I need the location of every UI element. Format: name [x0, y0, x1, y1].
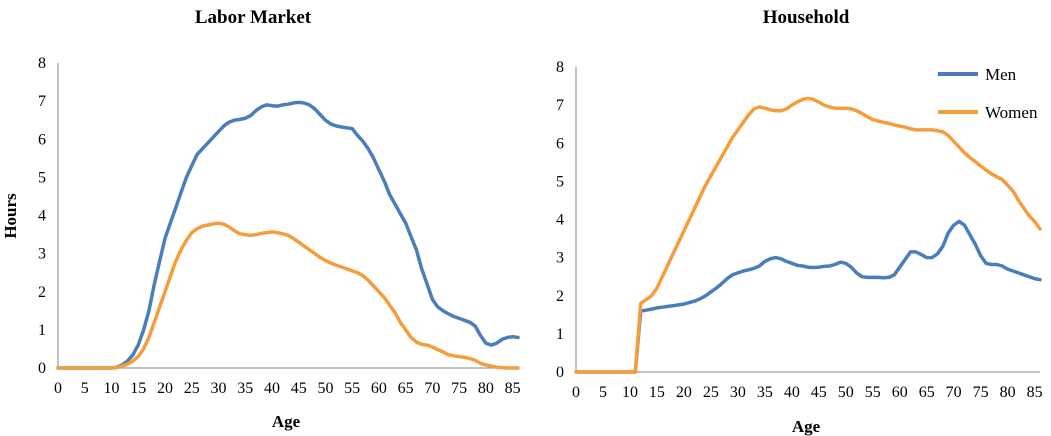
x-tick-label: 65: [919, 384, 935, 401]
x-tick-label: 85: [1027, 384, 1043, 401]
y-tick-label: 3: [38, 246, 46, 263]
y-tick-label: 1: [38, 322, 46, 339]
x-tick-label: 50: [317, 380, 333, 397]
x-tick-label: 10: [622, 384, 638, 401]
series-line-women: [56, 221, 520, 370]
x-tick-label: 70: [424, 380, 440, 397]
chart-title: Household: [763, 7, 850, 28]
x-tick-label: 30: [210, 380, 226, 397]
x-tick-label: 35: [237, 380, 253, 397]
x-tick-label: 30: [730, 384, 746, 401]
x-tick-label: 5: [81, 380, 89, 397]
y-tick-label: 7: [38, 93, 46, 110]
x-tick-label: 15: [130, 380, 146, 397]
x-tick-label: 0: [572, 384, 580, 401]
x-tick-label: 25: [184, 380, 200, 397]
y-tick-label: 7: [556, 97, 564, 114]
x-axis-label: Age: [792, 417, 821, 436]
x-tick-label: 75: [973, 384, 989, 401]
x-axis-label: Age: [272, 412, 301, 431]
x-tick-label: 40: [264, 380, 280, 397]
legend: Men Women: [938, 65, 1038, 122]
x-tick-label: 5: [599, 384, 607, 401]
y-tick-label: 8: [556, 59, 564, 76]
x-tick-label: 20: [157, 380, 173, 397]
legend-label-men: Men: [985, 65, 1017, 84]
x-tick-label: 85: [505, 380, 521, 397]
y-tick-label: 0: [38, 360, 46, 377]
x-tick-label: 45: [811, 384, 827, 401]
x-tick-label: 20: [676, 384, 692, 401]
y-tick-label: 5: [38, 169, 46, 186]
series-line-men: [56, 100, 520, 370]
y-axis-label: Hours: [1, 193, 20, 239]
y-tick-label: 4: [556, 212, 564, 229]
x-tick-label: 75: [451, 380, 467, 397]
x-tick-label: 50: [838, 384, 854, 401]
y-tick-label: 2: [38, 284, 46, 301]
legend-label-women: Women: [985, 103, 1038, 122]
x-tick-label: 55: [865, 384, 881, 401]
y-tick-label: 3: [556, 250, 564, 267]
x-tick-label: 10: [103, 380, 119, 397]
x-tick-label: 40: [784, 384, 800, 401]
y-tick-label: 2: [556, 288, 564, 305]
x-tick-label: 35: [757, 384, 773, 401]
y-tick-label: 0: [556, 364, 564, 381]
x-tick-label: 80: [1000, 384, 1016, 401]
y-tick-label: 6: [556, 135, 564, 152]
series-line-women: [574, 96, 1042, 374]
x-tick-label: 65: [398, 380, 414, 397]
y-tick-label: 4: [38, 208, 46, 225]
chart-title: Labor Market: [195, 7, 312, 28]
x-tick-label: 45: [291, 380, 307, 397]
x-tick-label: 70: [946, 384, 962, 401]
x-tick-label: 60: [371, 380, 387, 397]
x-tick-label: 25: [703, 384, 719, 401]
series-line-men: [574, 219, 1042, 374]
y-tick-label: 5: [556, 173, 564, 190]
x-tick-label: 55: [344, 380, 360, 397]
y-tick-label: 8: [38, 55, 46, 72]
x-tick-label: 0: [54, 380, 62, 397]
x-tick-label: 60: [892, 384, 908, 401]
y-tick-label: 6: [38, 131, 46, 148]
x-tick-label: 15: [649, 384, 665, 401]
x-tick-label: 80: [478, 380, 494, 397]
y-tick-label: 1: [556, 326, 564, 343]
